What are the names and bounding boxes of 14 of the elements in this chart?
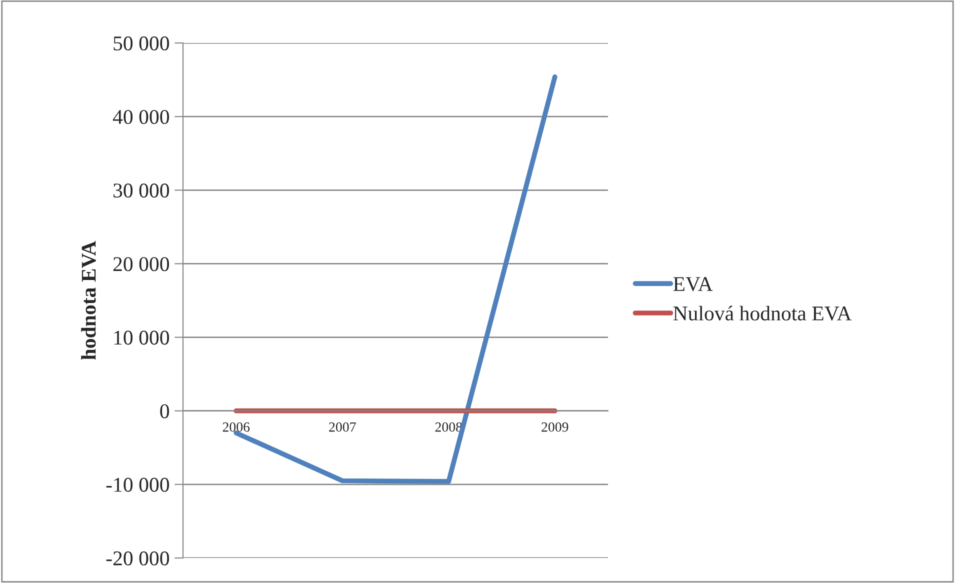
y-tick-label: 40 000	[112, 110, 170, 124]
x-tick-label: 2009	[542, 422, 568, 432]
y-tick-label: 50 000	[114, 36, 170, 50]
y-axis-title: hodnota EVA	[81, 240, 96, 360]
y-tick-label: 20 000	[113, 257, 170, 272]
y-tick-label: 10 000	[114, 330, 170, 345]
x-tick-label: 2006	[222, 422, 250, 432]
y-tick-label: -20 000	[106, 551, 170, 566]
y-tick-label: 0	[160, 404, 170, 418]
y-tick-label: -10 000	[106, 478, 170, 492]
x-tick-label: 2007	[329, 422, 356, 432]
y-tick-label: 30 000	[114, 184, 170, 198]
legend-label: EVA	[673, 277, 713, 292]
legend-label: Nulová hodnota EVA	[673, 306, 852, 321]
